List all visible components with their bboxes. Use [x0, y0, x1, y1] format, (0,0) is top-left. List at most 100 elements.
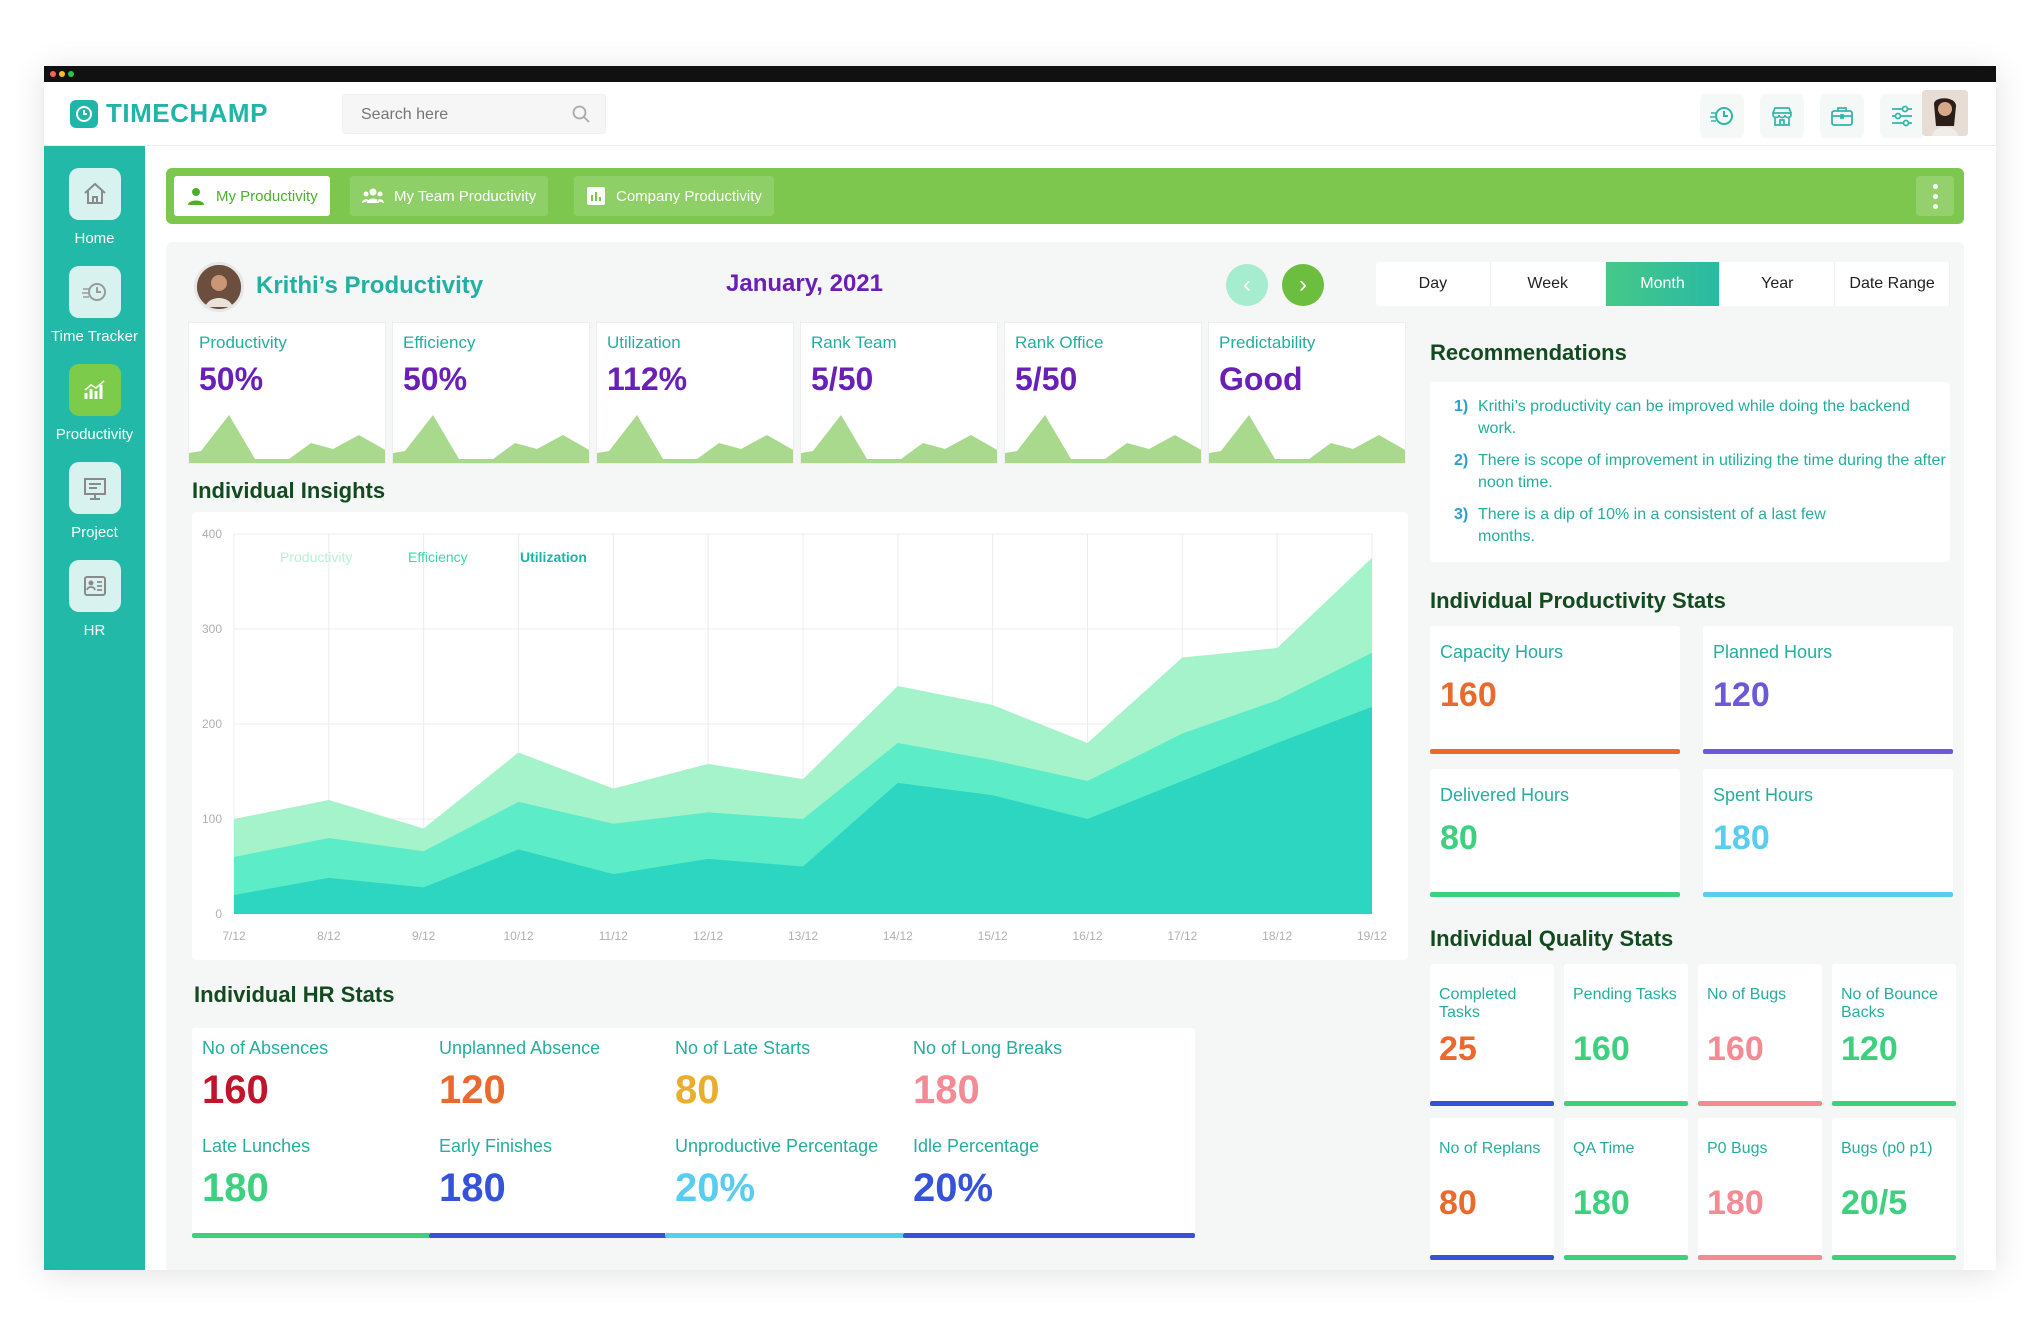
productivity-stat-value: 160	[1440, 676, 1497, 714]
quality-stat-underline	[1832, 1101, 1956, 1106]
x-tick-label: 18/12	[1262, 929, 1292, 943]
quality-stat-label: Pending Tasks	[1573, 986, 1677, 1003]
recommendation-item: 1) Krithi’s productivity can be improved…	[1454, 396, 1948, 440]
close-window-dot[interactable]	[50, 71, 56, 77]
recommendation-item: 3) There is a dip of 10% in a consistent…	[1454, 504, 1878, 548]
search-input[interactable]	[361, 104, 561, 126]
main-panel: Krithi’s Productivity January, 2021 ‹ › …	[166, 242, 1964, 1270]
range-month-button[interactable]: Month	[1605, 262, 1721, 306]
x-tick-label: 8/12	[317, 929, 341, 943]
range-week-button[interactable]: Week	[1491, 262, 1606, 306]
range-day-button[interactable]: Day	[1376, 262, 1491, 306]
kpi-value: 50%	[403, 361, 468, 397]
hr-stat-underline	[903, 1233, 1195, 1238]
quality-stat-value: 80	[1439, 1184, 1477, 1222]
timer-icon	[68, 266, 121, 318]
quality-stat-card: P0 Bugs 180	[1698, 1118, 1822, 1260]
x-tick-label: 19/12	[1357, 929, 1387, 943]
kpi-sparkline	[1209, 415, 1405, 463]
quality-stat-label: No of Replans	[1439, 1140, 1541, 1157]
sidebar-item-home[interactable]: Home	[44, 168, 145, 247]
minimize-window-dot[interactable]	[59, 71, 65, 77]
store-icon[interactable]	[1760, 94, 1804, 138]
window-titlebar	[44, 66, 1996, 82]
sidebar-item-label: Home	[74, 230, 115, 247]
hr-stat-label: Idle Percentage	[913, 1136, 1040, 1156]
tab-my-team-productivity[interactable]: My Team Productivity	[350, 176, 549, 216]
hr-stat-card: Idle Percentage 20%	[903, 1126, 1195, 1238]
tab-company-productivity[interactable]: Company Productivity	[574, 176, 774, 216]
kpi-label: Predictability	[1219, 333, 1316, 352]
quality-stat-value: 20/5	[1841, 1184, 1908, 1222]
quality-stat-underline	[1430, 1101, 1554, 1106]
sliders-icon[interactable]	[1880, 94, 1924, 138]
hr-stat-value: 120	[439, 1068, 506, 1112]
productivity-stat-value: 80	[1440, 819, 1478, 857]
productivity-stat-underline	[1703, 892, 1953, 897]
sidebar-item-hr[interactable]: HR	[44, 560, 145, 639]
x-tick-label: 15/12	[978, 929, 1008, 943]
employee-avatar	[194, 262, 244, 312]
quality-stat-card: No of Replans 80	[1430, 1118, 1554, 1260]
kpi-sparkline	[189, 415, 385, 463]
kpi-card-efficiency: Efficiency 50%	[392, 322, 590, 464]
home-icon	[68, 168, 121, 220]
productivity-stat-label: Capacity Hours	[1440, 642, 1564, 662]
quality-stat-label: Completed Tasks	[1439, 986, 1517, 1021]
range-year-button[interactable]: Year	[1720, 262, 1836, 306]
kpi-label: Utilization	[607, 333, 681, 352]
productivity-stat-underline	[1430, 749, 1680, 754]
kpi-label: Efficiency	[403, 333, 476, 352]
quality-stat-label: P0 Bugs	[1707, 1140, 1768, 1157]
chart-area-utilization	[234, 706, 1372, 914]
chart-icon	[68, 364, 121, 416]
top-bar: TIMECHAMP	[44, 82, 1996, 146]
next-month-button[interactable]: ›	[1282, 264, 1324, 306]
search-box[interactable]	[342, 94, 606, 134]
x-tick-label: 13/12	[788, 929, 818, 943]
current-month: January, 2021	[726, 270, 883, 297]
maximize-window-dot[interactable]	[68, 71, 74, 77]
y-tick-label: 200	[202, 717, 222, 731]
quality-stat-value: 160	[1573, 1030, 1630, 1068]
sidebar-item-label: Project	[71, 524, 118, 541]
quality-stats-title: Individual Quality Stats	[1430, 926, 1674, 951]
chart-legend-item: Utilization	[520, 549, 587, 565]
hr-stat-value: 180	[439, 1166, 506, 1210]
quality-stat-value: 160	[1707, 1030, 1764, 1068]
y-tick-label: 100	[202, 812, 222, 826]
kpi-label: Rank Team	[811, 333, 897, 352]
hr-stat-value: 20%	[913, 1166, 994, 1210]
logo[interactable]: TIMECHAMP	[70, 98, 268, 129]
quality-stat-card: No of Bugs 160	[1698, 964, 1822, 1106]
sidebar-item-label: Time Tracker	[51, 328, 138, 345]
range-date-range-button[interactable]: Date Range	[1835, 262, 1950, 306]
kpi-sparkline	[393, 415, 589, 463]
productivity-stat-card: Spent Hours 180	[1703, 769, 1953, 897]
productivity-stat-card: Delivered Hours 80	[1430, 769, 1680, 897]
quality-stat-value: 25	[1439, 1030, 1477, 1068]
sidebar-item-productivity[interactable]: Productivity	[44, 364, 145, 443]
project-icon	[68, 462, 121, 514]
time-tracker-icon[interactable]	[1700, 94, 1744, 138]
productivity-tabs-bar: My Productivity My Team Productivity Com…	[166, 168, 1964, 224]
y-tick-label: 400	[202, 527, 222, 541]
sidebar-item-time-tracker[interactable]: Time Tracker	[44, 266, 145, 345]
tab-my-productivity[interactable]: My Productivity	[174, 176, 330, 216]
user-avatar[interactable]	[1922, 90, 1968, 136]
chevron-right-icon: ›	[1299, 271, 1307, 298]
quality-stat-label: No of Bugs	[1707, 986, 1787, 1003]
x-tick-label: 16/12	[1072, 929, 1102, 943]
hr-stat-value: 20%	[675, 1166, 756, 1210]
quality-stat-card: Completed Tasks 25	[1430, 964, 1554, 1106]
recommendations-title: Recommendations	[1430, 340, 1627, 365]
sidebar-item-project[interactable]: Project	[44, 462, 145, 541]
quality-stat-card: Bugs (p0 p1) 20/5	[1832, 1118, 1956, 1260]
more-options-icon[interactable]	[1916, 176, 1954, 216]
search-icon[interactable]	[571, 104, 591, 129]
briefcase-icon[interactable]	[1820, 94, 1864, 138]
insights-area-chart: 0 100 200 300 400 7/12 8/12 9/12 10/12 11/12 12/12…	[202, 527, 1387, 943]
prev-month-button[interactable]: ‹	[1226, 264, 1268, 306]
kpi-card-utilization: Utilization 112%	[596, 322, 794, 464]
quality-stat-value: 180	[1707, 1184, 1764, 1222]
